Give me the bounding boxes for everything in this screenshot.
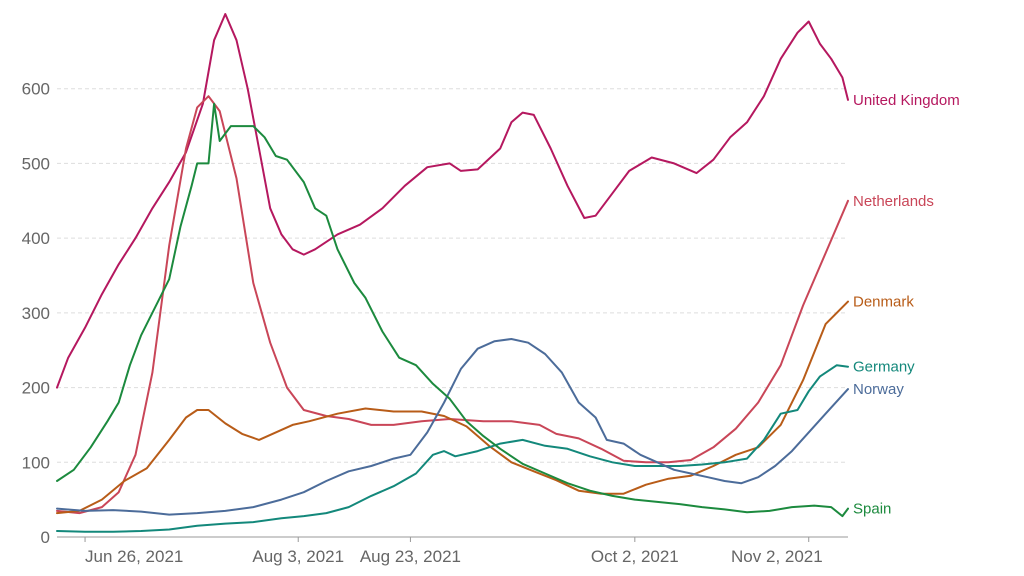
series-label-denmark: Denmark	[853, 294, 914, 311]
series-line-spain	[56, 102, 849, 518]
y-tick-label-100: 100	[22, 453, 50, 472]
y-tick-label-200: 200	[22, 379, 50, 398]
x-tick-label-2: Aug 23, 2021	[360, 547, 461, 566]
x-tick-label-0: Jun 26, 2021	[85, 547, 183, 566]
series-line-united-kingdom	[56, 13, 849, 389]
series-line-denmark	[56, 300, 849, 515]
series-line-germany	[56, 364, 849, 533]
y-tick-label-400: 400	[22, 229, 50, 248]
series-label-netherlands: Netherlands	[853, 193, 934, 210]
series-labels: United Kingdom Netherlands Denmark Germany N…	[853, 92, 960, 518]
series-line-netherlands	[56, 95, 849, 515]
y-tick-label-300: 300	[22, 304, 50, 323]
x-tick-label-4: Nov 2, 2021	[731, 547, 823, 566]
y-tick-label-0: 0	[41, 528, 50, 547]
series-lines	[56, 13, 849, 533]
series-line-norway	[56, 338, 849, 516]
x-tick-label-3: Oct 2, 2021	[591, 547, 679, 566]
y-axis-tick-labels: 0 100 200 300 400 500 600	[22, 80, 50, 547]
x-axis-tick-labels: Jun 26, 2021 Aug 3, 2021 Aug 23, 2021 Oct 2…	[84, 537, 823, 566]
y-tick-label-600: 600	[22, 80, 50, 99]
series-label-spain: Spain	[853, 501, 891, 518]
series-label-norway: Norway	[853, 381, 904, 398]
series-label-germany: Germany	[853, 359, 915, 376]
y-tick-label-500: 500	[22, 154, 50, 173]
series-label-united-kingdom: United Kingdom	[853, 92, 960, 109]
x-tick-label-1: Aug 3, 2021	[252, 547, 344, 566]
gridlines	[57, 88, 848, 463]
